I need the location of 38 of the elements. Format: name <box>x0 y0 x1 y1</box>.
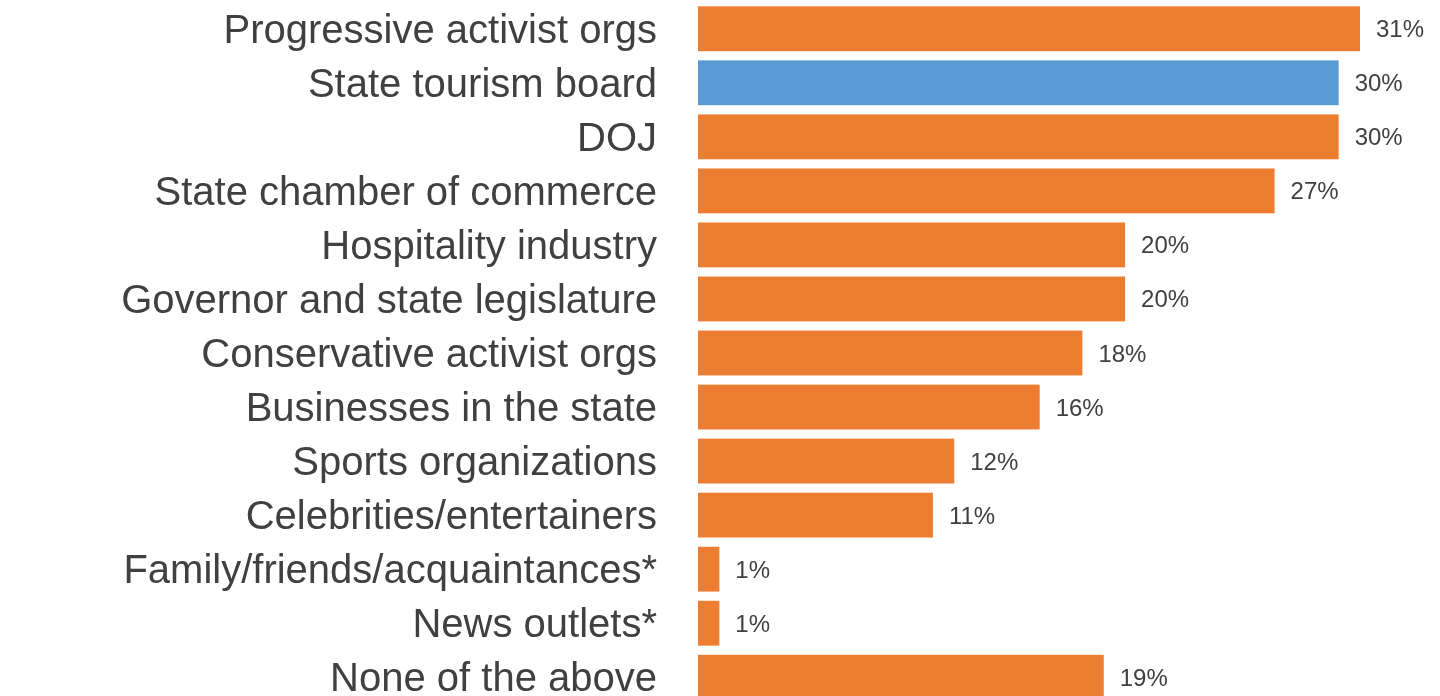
bar <box>698 330 1083 376</box>
y-tick-label: Businesses in the state <box>245 385 657 430</box>
y-tick-label: Conservative activist orgs <box>201 331 657 375</box>
bar <box>698 276 1126 322</box>
y-tick-label: Governor and state legislature <box>121 276 657 321</box>
data-label: 1% <box>735 609 771 637</box>
data-label: 31% <box>1376 15 1425 43</box>
data-label: 30% <box>1354 69 1403 97</box>
bar <box>698 384 1040 430</box>
bar <box>698 114 1339 160</box>
data-label: 12% <box>970 447 1019 475</box>
bar <box>698 492 933 538</box>
bar <box>698 60 1339 106</box>
y-tick-label: State chamber of commerce <box>154 168 657 213</box>
y-tick-label: Sports organizations <box>292 439 657 484</box>
y-tick-label: News outlets* <box>412 601 657 646</box>
bar <box>698 546 720 592</box>
y-tick-label: None of the above <box>330 655 657 696</box>
y-tick-label: State tourism board <box>307 60 657 105</box>
bar <box>698 6 1360 52</box>
data-label: 30% <box>1354 123 1403 151</box>
data-label: 11% <box>948 501 996 529</box>
bar <box>698 222 1126 268</box>
y-tick-label: Family/friends/acquaintances* <box>123 547 657 592</box>
y-tick-label: Progressive activist orgs <box>223 6 657 51</box>
y-tick-label: Celebrities/entertainers <box>245 493 657 538</box>
data-label: 19% <box>1119 663 1168 691</box>
bar <box>698 600 720 646</box>
y-tick-label: DOJ <box>577 114 657 159</box>
data-label: 20% <box>1141 285 1190 313</box>
bar <box>698 438 955 484</box>
data-label: 16% <box>1055 393 1104 421</box>
bar <box>698 168 1275 214</box>
data-label: 27% <box>1290 177 1339 205</box>
data-label: 18% <box>1098 339 1147 367</box>
data-label: 20% <box>1141 231 1190 259</box>
data-label: 1% <box>735 555 771 583</box>
y-tick-label: Hospitality industry <box>321 222 657 267</box>
